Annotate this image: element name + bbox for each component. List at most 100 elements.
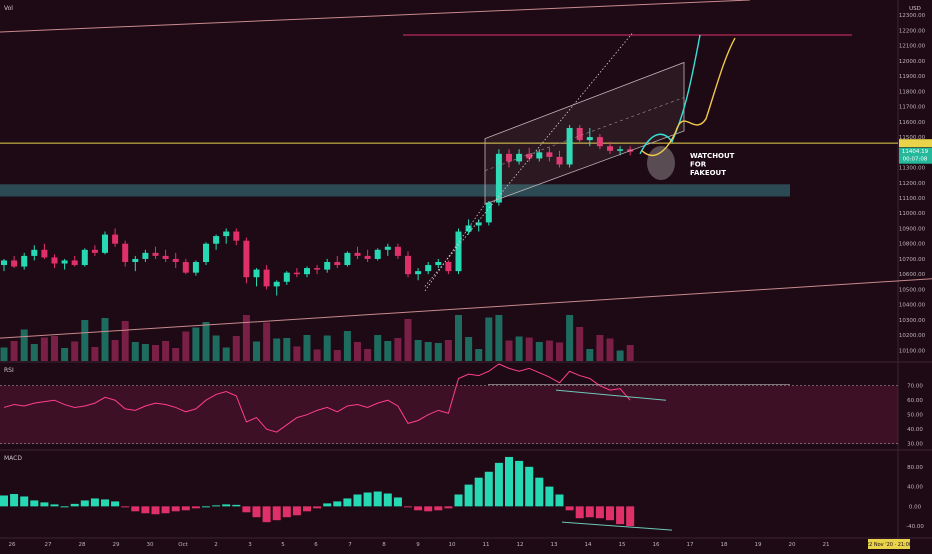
price-tick-label: 11300.00 xyxy=(899,166,926,172)
candle-body xyxy=(415,271,422,275)
x-tick-label: 26 xyxy=(9,542,16,548)
candle-body xyxy=(51,257,58,264)
macd-histogram-bar xyxy=(10,494,19,507)
drawings xyxy=(424,33,736,292)
candle-body xyxy=(21,255,28,267)
volume-bar xyxy=(30,344,38,361)
candle-body xyxy=(364,255,371,259)
price-tick-label: 12300.00 xyxy=(899,13,926,19)
pane-label-vol: Vol xyxy=(4,5,13,12)
candle-body xyxy=(293,272,300,275)
macd-tick-label: 80.00 xyxy=(907,465,923,471)
projected-path-bullish xyxy=(639,34,701,155)
volume-bar xyxy=(61,348,69,361)
macd-histogram-bar xyxy=(242,506,251,513)
candle-body xyxy=(384,246,391,250)
rsi-tick-label: 50.00 xyxy=(907,413,923,419)
candle-body xyxy=(495,153,502,203)
candle-body xyxy=(546,152,553,157)
candle-body xyxy=(182,261,189,273)
macd-histogram-bar xyxy=(444,506,453,509)
candle-body xyxy=(485,202,492,223)
rsi-divergence-line xyxy=(555,389,667,401)
price-tick-label: 10300.00 xyxy=(899,318,926,324)
volume-bar xyxy=(182,331,190,361)
macd-histogram-bar xyxy=(171,506,180,512)
x-tick-label: 7 xyxy=(348,542,352,548)
annotation-line: FOR xyxy=(690,161,707,169)
candles xyxy=(1,124,634,296)
candle-body xyxy=(41,249,48,258)
volume-bar xyxy=(374,335,382,361)
macd-histogram-bar xyxy=(90,498,99,507)
price-tick-label: 10600.00 xyxy=(899,272,926,278)
price-tick-label: 11500.00 xyxy=(899,135,926,141)
volume-bar xyxy=(81,320,89,361)
macd-histogram-bar xyxy=(555,494,564,507)
macd-histogram-bar xyxy=(70,503,79,507)
macd-histogram-bar xyxy=(181,506,190,511)
volume-bar xyxy=(242,315,250,361)
macd-histogram-bar xyxy=(272,506,281,521)
annotation-line: FAKEOUT xyxy=(690,169,726,177)
candle-body xyxy=(283,272,290,282)
candle-body xyxy=(617,149,624,151)
x-tick-label: 2 xyxy=(214,542,218,548)
candle-body xyxy=(152,252,159,256)
macd-histogram-bar xyxy=(545,486,554,507)
candle-body xyxy=(102,234,108,253)
rsi-tick-label: 60.00 xyxy=(907,398,923,404)
candle-body xyxy=(223,231,230,237)
macd-histogram-bar xyxy=(595,506,604,519)
rsi-tick-label: 40.00 xyxy=(907,427,923,433)
volume-bar xyxy=(394,338,402,361)
parallel-channel xyxy=(484,61,685,205)
volume-bar xyxy=(222,347,230,361)
price-tick-label: 12200.00 xyxy=(899,28,926,34)
candle-body xyxy=(506,153,512,162)
candle-body xyxy=(607,146,613,151)
volume-bar xyxy=(131,342,139,361)
macd-histogram-bar xyxy=(80,500,89,507)
volume-bar xyxy=(20,329,28,361)
volume-bar xyxy=(404,319,412,361)
price-tick-label: 10200.00 xyxy=(899,333,926,339)
candle-body xyxy=(172,258,179,262)
macd-histogram-bar xyxy=(303,506,311,512)
macd-histogram-bar xyxy=(434,506,443,511)
macd-histogram-bar xyxy=(121,506,130,508)
volume-bar xyxy=(545,340,553,361)
x-tick-label: Oct xyxy=(178,542,188,548)
volume-bar xyxy=(91,347,99,361)
rsi-band xyxy=(0,385,898,444)
volume-bar xyxy=(535,342,543,361)
volume-bar xyxy=(414,340,422,361)
candle-body xyxy=(243,240,250,278)
fakeout-ellipse xyxy=(647,145,675,180)
x-tick-label: 10 xyxy=(449,542,456,548)
candle-body xyxy=(203,243,209,262)
macd-histogram-bar xyxy=(606,506,614,521)
x-tick-label: 16 xyxy=(653,542,660,548)
macd-histogram-bar xyxy=(151,506,160,515)
price-tick-label: 10100.00 xyxy=(899,348,926,354)
candle-body xyxy=(71,260,78,266)
macd-histogram-bar xyxy=(383,493,392,507)
macd-divergence-line xyxy=(561,521,673,531)
countdown-label: 00:07:08 xyxy=(903,157,928,163)
volume-bar xyxy=(626,345,634,361)
candle-body xyxy=(11,260,18,267)
price-tick-label: 11000.00 xyxy=(899,211,926,217)
macd-histogram-bar xyxy=(323,503,332,507)
candle-body xyxy=(81,249,88,266)
rsi-tick-label: 30.00 xyxy=(907,442,923,448)
volume-bar xyxy=(444,340,452,361)
volume-bar xyxy=(273,338,281,361)
volume-bar xyxy=(313,349,321,361)
candle-body xyxy=(445,261,452,272)
dotted-projection xyxy=(424,33,633,292)
projected-path-fakeout xyxy=(641,37,736,157)
price-tick-label: 11100.00 xyxy=(899,196,926,202)
